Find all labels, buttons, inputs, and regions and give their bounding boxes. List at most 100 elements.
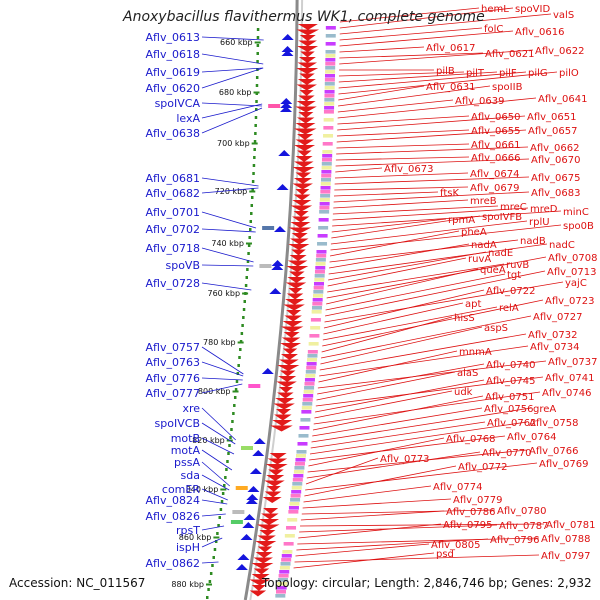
cog-box bbox=[302, 398, 313, 402]
feature-arrow bbox=[293, 194, 311, 201]
feature-arrow bbox=[271, 264, 284, 270]
scale-dot bbox=[255, 100, 258, 103]
feature-arrow bbox=[275, 409, 291, 415]
right-gene-label: spo0B bbox=[563, 221, 594, 232]
feature-arrow bbox=[281, 337, 301, 344]
label-connector bbox=[336, 129, 527, 143]
label-connector bbox=[297, 537, 540, 545]
feature-arrow bbox=[266, 475, 285, 481]
right-gene-label: spoVID bbox=[515, 4, 550, 15]
label-connector bbox=[327, 263, 505, 293]
feature-arrow bbox=[285, 299, 305, 305]
cog-box bbox=[321, 158, 332, 162]
label-connector bbox=[332, 205, 499, 215]
cog-box bbox=[294, 462, 305, 466]
scale-dot bbox=[235, 380, 239, 383]
label-connector bbox=[323, 302, 464, 335]
scale-dot bbox=[211, 564, 214, 567]
feature-arrow bbox=[274, 414, 292, 421]
feature-arrow bbox=[270, 425, 293, 432]
label-connector bbox=[338, 71, 498, 83]
feature-arrow bbox=[291, 249, 306, 256]
left-gene-label: Aflv_0862 bbox=[146, 557, 200, 570]
feature-arrow bbox=[249, 468, 262, 474]
right-gene-label: greA bbox=[533, 404, 556, 415]
right-gene-label: folC bbox=[484, 24, 503, 35]
feature-arrow bbox=[295, 123, 316, 129]
feature-arrow bbox=[298, 57, 316, 63]
feature-arrow bbox=[300, 51, 315, 58]
left-gene-label: rpsT bbox=[176, 524, 200, 537]
scale-dot bbox=[246, 260, 250, 263]
label-connector bbox=[302, 498, 452, 509]
label-connector bbox=[201, 53, 264, 65]
cog-box bbox=[325, 42, 336, 46]
label-connector bbox=[201, 228, 256, 233]
cog-box bbox=[292, 482, 303, 486]
scale-dot bbox=[234, 388, 238, 391]
scale-tick-label: 840 kbp bbox=[186, 485, 219, 494]
scale-dot bbox=[248, 228, 252, 231]
feature-arrow bbox=[294, 145, 316, 151]
feature-arrow bbox=[257, 524, 280, 531]
feature-arrow bbox=[297, 24, 318, 30]
cog-box bbox=[310, 318, 321, 322]
scale-dot bbox=[242, 316, 245, 319]
label-connector bbox=[338, 71, 465, 77]
label-connector bbox=[329, 243, 470, 269]
scale-dot bbox=[242, 308, 246, 311]
label-connector bbox=[328, 243, 548, 275]
feature-arrow bbox=[297, 134, 314, 140]
cog-box bbox=[323, 126, 334, 130]
label-connector bbox=[201, 537, 223, 548]
left-gene-label: Aflv_0613 bbox=[146, 31, 200, 44]
right-gene-label: Aflv_0657 bbox=[528, 126, 578, 137]
label-connector bbox=[333, 191, 439, 197]
cog-box bbox=[277, 578, 288, 582]
feature-arrow bbox=[245, 498, 258, 504]
feature-arrow bbox=[276, 381, 297, 388]
left-gene-label: sda bbox=[181, 469, 200, 482]
label-connector bbox=[337, 97, 537, 119]
right-gene-label: nadC bbox=[549, 240, 575, 251]
cog-box bbox=[314, 274, 325, 278]
feature-arrow bbox=[273, 403, 295, 410]
feature-arrow bbox=[283, 332, 300, 338]
feature-arrow bbox=[277, 392, 294, 399]
right-gene-label: pilT bbox=[466, 68, 485, 79]
label-connector bbox=[329, 239, 519, 263]
label-connector bbox=[325, 270, 546, 317]
cog-box bbox=[290, 494, 301, 498]
cog-box bbox=[319, 210, 330, 214]
label-connector bbox=[330, 224, 562, 251]
cog-box bbox=[275, 594, 286, 598]
cog-box bbox=[279, 566, 290, 570]
scale-dot bbox=[252, 172, 255, 175]
feature-arrow bbox=[265, 464, 288, 470]
scale-dot bbox=[251, 188, 254, 191]
label-connector bbox=[201, 488, 228, 501]
feature-arrow bbox=[278, 376, 297, 382]
feature-arrow bbox=[297, 46, 319, 52]
feature-arrow bbox=[286, 266, 309, 272]
right-gene-label: Aflv_0670 bbox=[531, 155, 581, 166]
label-connector bbox=[333, 199, 469, 209]
left-gene-label: Aflv_0757 bbox=[146, 341, 200, 354]
label-connector bbox=[339, 7, 480, 23]
cog-box bbox=[320, 182, 331, 186]
feature-arrow bbox=[251, 563, 274, 569]
cog-box bbox=[305, 374, 316, 378]
right-gene-label: rplU bbox=[529, 217, 550, 228]
feature-arrow bbox=[275, 398, 295, 404]
feature-arrow bbox=[271, 260, 284, 266]
right-gene-label: Aflv_0675 bbox=[531, 173, 581, 184]
cog-box bbox=[281, 558, 292, 562]
left-gene-label: Aflv_0718 bbox=[146, 242, 200, 255]
cog-box bbox=[312, 302, 323, 306]
feature-chip bbox=[240, 446, 253, 450]
feature-chip bbox=[259, 264, 272, 268]
right-gene-label: mnmA bbox=[459, 347, 492, 358]
scale-dot bbox=[240, 332, 244, 335]
right-gene-label: Aflv_0674 bbox=[470, 169, 520, 180]
